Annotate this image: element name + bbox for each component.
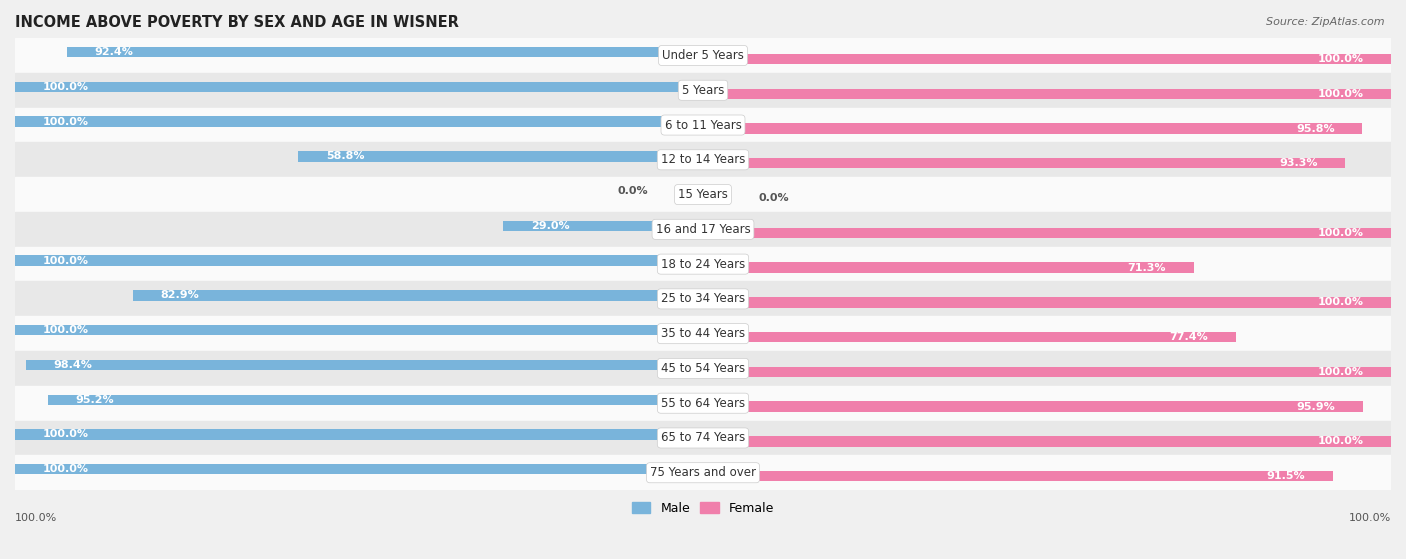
Bar (703, 124, 1362, 134)
Text: 65 to 74 Years: 65 to 74 Years (661, 432, 745, 444)
Bar (15, 255, 703, 266)
Bar (15, 429, 703, 440)
Bar (703, 367, 1391, 377)
Text: 100.0%: 100.0% (42, 465, 89, 474)
Bar (15, 316, 1391, 351)
Text: 0.0%: 0.0% (617, 186, 648, 196)
Bar (25, 360, 703, 370)
Bar (15, 456, 1391, 490)
Bar (15, 38, 1391, 73)
Text: 95.2%: 95.2% (76, 395, 114, 405)
Bar (15, 464, 703, 475)
Bar (15, 351, 1391, 386)
Bar (15, 325, 703, 335)
Bar (15, 116, 703, 127)
Text: 58.8%: 58.8% (326, 151, 364, 162)
Legend: Male, Female: Male, Female (627, 497, 779, 520)
Bar (15, 282, 1391, 316)
Bar (703, 262, 1194, 273)
Bar (703, 471, 1333, 481)
Bar (682, 186, 703, 196)
Bar (503, 221, 703, 231)
Text: 6 to 11 Years: 6 to 11 Years (665, 119, 741, 131)
Bar (15, 247, 1391, 282)
Text: INCOME ABOVE POVERTY BY SEX AND AGE IN WISNER: INCOME ABOVE POVERTY BY SEX AND AGE IN W… (15, 15, 458, 30)
Bar (703, 297, 1391, 307)
Text: 95.9%: 95.9% (1296, 402, 1336, 411)
Text: 15 Years: 15 Years (678, 188, 728, 201)
Bar (703, 228, 1391, 238)
Text: 100.0%: 100.0% (42, 82, 89, 92)
Text: 91.5%: 91.5% (1267, 471, 1305, 481)
Text: 98.4%: 98.4% (53, 360, 93, 370)
Text: 95.8%: 95.8% (1296, 124, 1334, 134)
Text: 100.0%: 100.0% (1317, 89, 1364, 99)
Text: 93.3%: 93.3% (1279, 158, 1317, 168)
Text: 100.0%: 100.0% (1317, 367, 1364, 377)
Text: 100.0%: 100.0% (42, 325, 89, 335)
Bar (15, 73, 1391, 108)
Text: Source: ZipAtlas.com: Source: ZipAtlas.com (1267, 17, 1385, 27)
Bar (703, 193, 724, 203)
Text: 12 to 14 Years: 12 to 14 Years (661, 153, 745, 167)
Bar (703, 332, 1236, 342)
Bar (15, 212, 1391, 247)
Bar (15, 177, 1391, 212)
Text: 92.4%: 92.4% (94, 47, 134, 57)
Text: 100.0%: 100.0% (1317, 437, 1364, 447)
Text: 75 Years and over: 75 Years and over (650, 466, 756, 479)
Text: 71.3%: 71.3% (1128, 263, 1166, 273)
Text: 100.0%: 100.0% (1317, 297, 1364, 307)
Text: 82.9%: 82.9% (160, 291, 198, 300)
Text: 100.0%: 100.0% (42, 429, 89, 439)
Text: Under 5 Years: Under 5 Years (662, 49, 744, 62)
Bar (703, 158, 1346, 168)
Text: 100.0%: 100.0% (1348, 513, 1391, 523)
Text: 100.0%: 100.0% (1317, 54, 1364, 64)
Bar (703, 401, 1362, 412)
Bar (15, 108, 1391, 143)
Text: 100.0%: 100.0% (15, 513, 58, 523)
Text: 0.0%: 0.0% (758, 193, 789, 203)
Bar (703, 54, 1391, 64)
Text: 100.0%: 100.0% (42, 117, 89, 126)
Bar (67, 47, 703, 57)
Text: 25 to 34 Years: 25 to 34 Years (661, 292, 745, 305)
Bar (15, 420, 1391, 456)
Text: 29.0%: 29.0% (531, 221, 569, 231)
Bar (703, 88, 1391, 99)
Text: 100.0%: 100.0% (1317, 228, 1364, 238)
Text: 100.0%: 100.0% (42, 255, 89, 266)
Text: 45 to 54 Years: 45 to 54 Years (661, 362, 745, 375)
Bar (298, 151, 703, 162)
Text: 77.4%: 77.4% (1170, 332, 1208, 342)
Bar (15, 386, 1391, 420)
Text: 5 Years: 5 Years (682, 84, 724, 97)
Text: 35 to 44 Years: 35 to 44 Years (661, 327, 745, 340)
Bar (15, 82, 703, 92)
Bar (48, 395, 703, 405)
Bar (15, 143, 1391, 177)
Text: 18 to 24 Years: 18 to 24 Years (661, 258, 745, 271)
Bar (132, 290, 703, 301)
Text: 16 and 17 Years: 16 and 17 Years (655, 223, 751, 236)
Bar (703, 436, 1391, 447)
Text: 55 to 64 Years: 55 to 64 Years (661, 397, 745, 410)
